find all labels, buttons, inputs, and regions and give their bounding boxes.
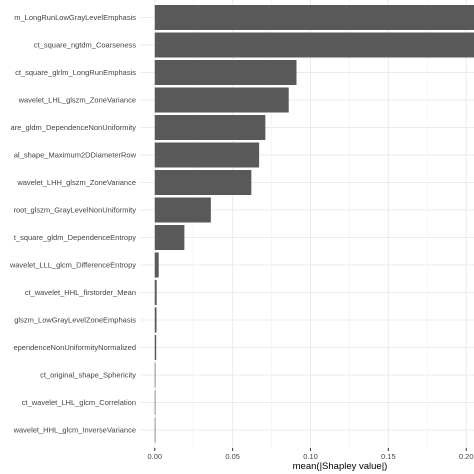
bar-7 — [154, 170, 252, 195]
x-tick-label: 0.00 — [147, 452, 162, 461]
x-tick-label: 0.15 — [381, 452, 396, 461]
bars — [154, 5, 474, 443]
bar-10 — [154, 252, 159, 278]
category-label-2: ct_square_ngtdm_Coarseness — [34, 41, 136, 50]
category-label-9: t_square_gldm_DependenceEntropy — [14, 233, 136, 242]
category-label-6: al_shape_Maximum2DDiameterRow — [14, 151, 137, 160]
bar-1 — [154, 5, 474, 30]
x-axis-title: mean(|Shapley value|) — [293, 461, 388, 472]
category-label-11: ct_wavelet_HHL_firstorder_Mean — [25, 288, 136, 297]
category-label-8: root_glszm_GrayLevelNonUniformity — [13, 206, 136, 215]
bar-6 — [154, 142, 260, 168]
x-axis-ticks: 0.00 0.05 0.10 0.15 0.20 — [147, 448, 474, 461]
bar-2 — [154, 32, 474, 58]
bar-13 — [154, 335, 157, 360]
category-labels: m_LongRunLowGrayLevelEmphasis ct_square_n… — [9, 13, 137, 435]
bar-15 — [154, 390, 156, 415]
category-label-15: ct_wavelet_LHL_glcm_Correlation — [22, 398, 136, 407]
bar-8 — [154, 197, 211, 223]
category-label-14: ct_original_shape_Sphericity — [40, 371, 136, 380]
bar-4 — [154, 87, 289, 113]
bar-12 — [154, 307, 157, 333]
category-label-7: wavelet_LHH_glszm_ZoneVariance — [16, 178, 136, 187]
bar-11 — [154, 280, 157, 305]
bar-16 — [154, 417, 156, 443]
x-tick-label: 0.20 — [459, 452, 474, 461]
bar-5 — [154, 115, 266, 140]
category-label-3: ct_square_glrlm_LongRunEmphasis — [15, 68, 136, 77]
x-tick-label: 0.10 — [303, 452, 318, 461]
x-tick-label: 0.05 — [225, 452, 240, 461]
category-label-5: are_gldm_DependenceNonUniformity — [11, 123, 137, 132]
category-label-13: ependenceNonUniformityNormalized — [13, 343, 136, 352]
category-label-4: wavelet_LHL_glszm_ZoneVariance — [18, 96, 136, 105]
bar-3 — [154, 60, 297, 85]
bar-14 — [154, 362, 156, 388]
category-label-10: wavelet_LLL_glcm_DifferenceEntropy — [9, 261, 136, 270]
bar-9 — [154, 225, 185, 250]
category-label-16: wavelet_HHL_glcm_InverseVariance — [13, 426, 136, 435]
category-label-1: m_LongRunLowGrayLevelEmphasis — [14, 13, 136, 22]
category-label-12: glszm_LowGrayLevelZoneEmphasis — [14, 316, 136, 325]
